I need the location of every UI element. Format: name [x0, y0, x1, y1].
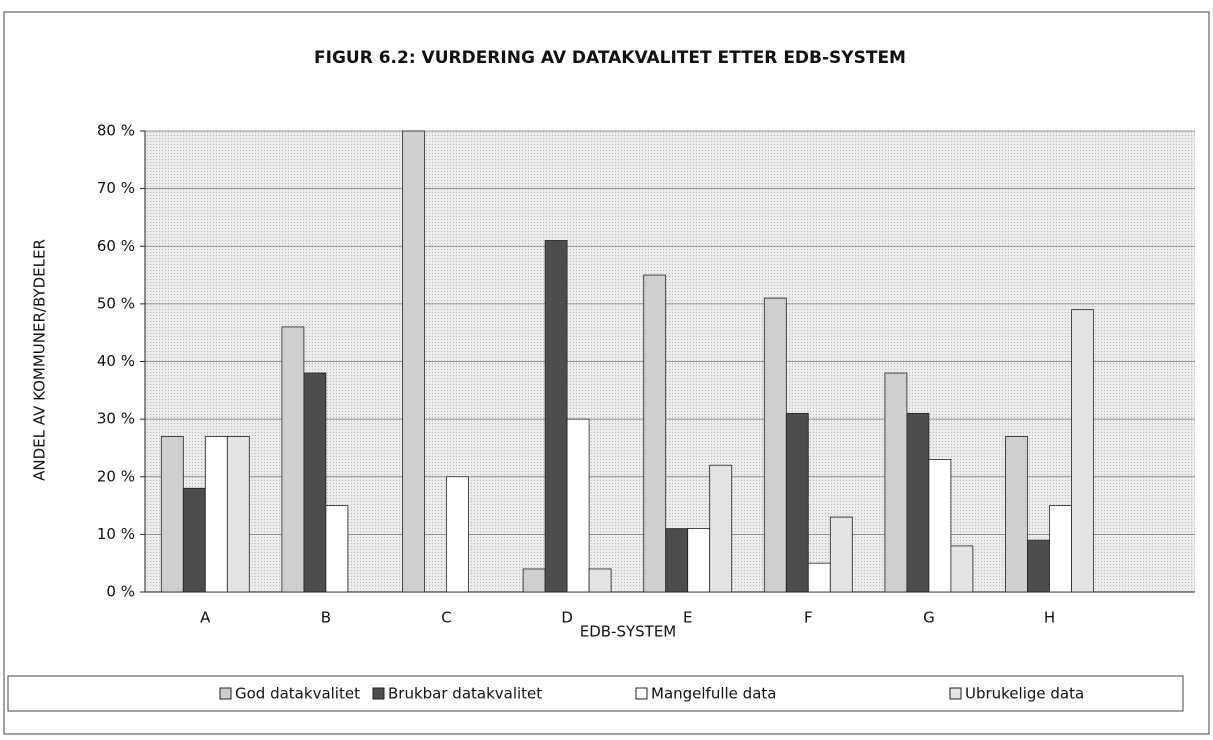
legend-swatch [219, 687, 232, 700]
bar [643, 274, 667, 593]
x-axis-label: EDB-SYSTEM [580, 623, 677, 641]
bar [1049, 505, 1072, 593]
y-tick-label: 60 % [97, 237, 135, 255]
y-tick-label: 10 % [97, 525, 135, 543]
y-tick-label: 80 % [97, 122, 135, 140]
y-tick-label: 40 % [97, 352, 135, 370]
y-tick-label: 50 % [97, 294, 135, 312]
legend-swatch [949, 687, 962, 700]
bar [1027, 539, 1050, 593]
legend-swatch [635, 687, 648, 700]
bar [204, 436, 228, 593]
y-tick-label: 0 % [106, 583, 135, 601]
bar [1005, 436, 1028, 593]
bar [402, 130, 425, 593]
x-tick-label: B [321, 609, 331, 627]
bar [446, 476, 469, 593]
frame [3, 11, 1210, 735]
x-tick-label: E [683, 609, 692, 627]
bar [522, 568, 546, 593]
bar [566, 418, 590, 593]
x-tick-label: A [200, 609, 211, 627]
y-axis-label: ANDEL AV KOMMUNER/BYDELER [31, 239, 49, 481]
bar [544, 240, 568, 593]
bar [182, 487, 206, 593]
bar [709, 464, 733, 593]
legend-label: Mangelfulle data [651, 685, 776, 703]
bar [160, 436, 184, 593]
bar [785, 412, 809, 593]
chart-title: FIGUR 6.2: VURDERING AV DATAKVALITET ETT… [314, 48, 906, 68]
x-tick-label: G [923, 609, 935, 627]
x-tick-label: C [441, 609, 451, 627]
y-tick-label: 30 % [97, 410, 135, 428]
bar [1071, 309, 1094, 593]
x-tick-label: D [561, 609, 573, 627]
legend [7, 675, 1184, 712]
legend-label: Brukbar datakvalitet [388, 685, 542, 703]
legend-label: Ubrukelige data [965, 685, 1084, 703]
legend-swatch [372, 687, 385, 700]
bar [829, 516, 853, 593]
bar [281, 326, 305, 593]
y-tick-label: 20 % [97, 467, 135, 485]
bar [687, 528, 711, 593]
x-tick-label: F [804, 609, 813, 627]
x-tick-label: H [1044, 609, 1055, 627]
bar [928, 459, 952, 593]
bar [325, 505, 349, 593]
legend-label: God datakvalitet [235, 685, 360, 703]
bar [807, 562, 831, 593]
bar [763, 297, 787, 593]
bar [588, 568, 612, 593]
bar [906, 412, 930, 593]
bar [950, 545, 974, 593]
bar [665, 528, 689, 593]
y-tick-label: 70 % [97, 179, 135, 197]
bar [303, 372, 327, 593]
bar [226, 436, 250, 593]
bar [884, 372, 908, 593]
